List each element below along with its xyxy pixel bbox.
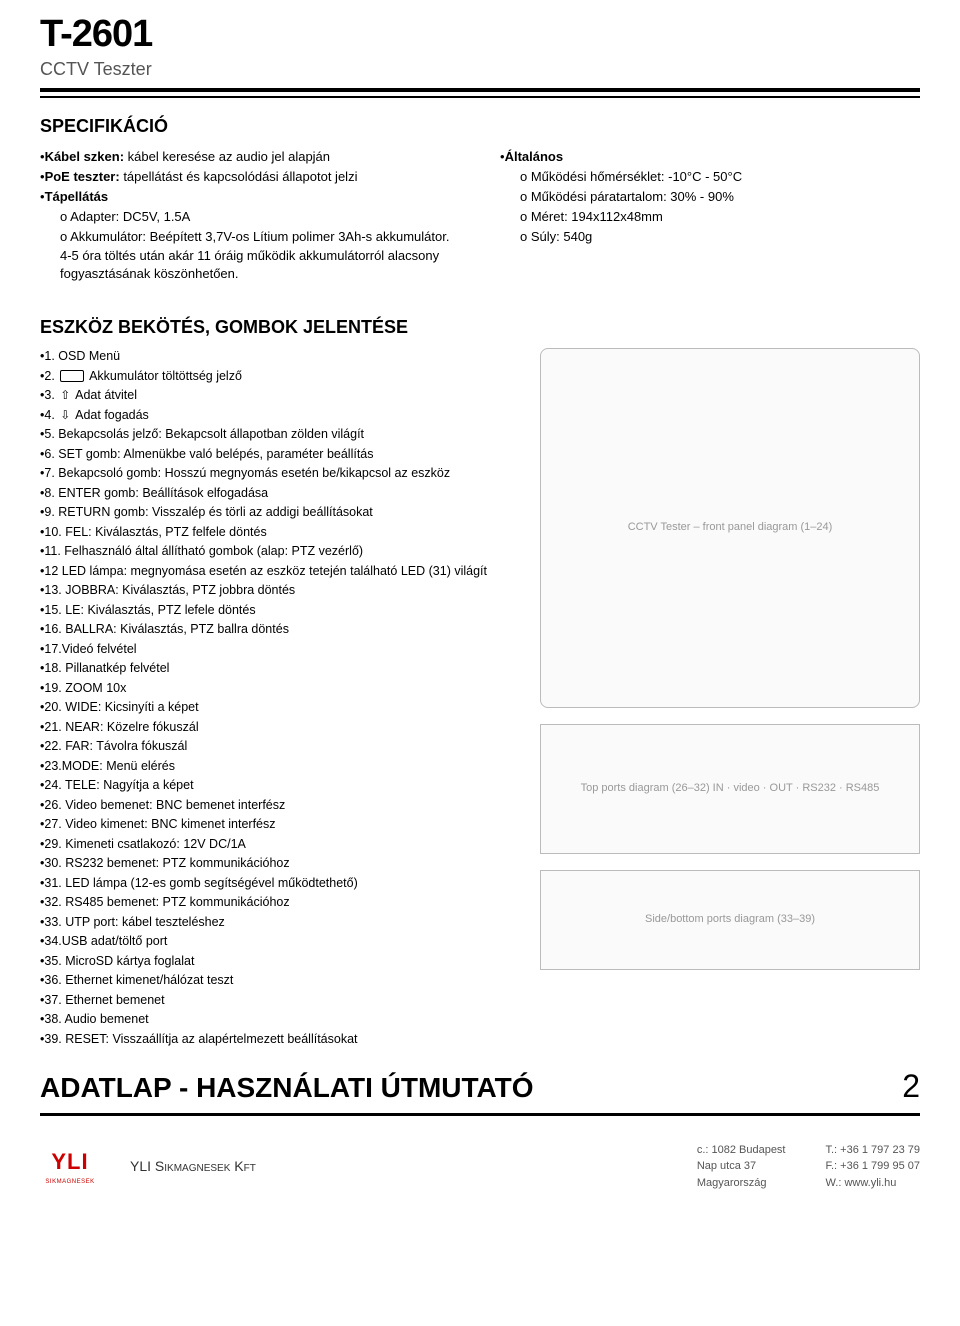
footer-web: W.: www.yli.hu: [826, 1175, 921, 1192]
spec-power: •Tápellátás: [40, 188, 460, 206]
model-number: T-2601: [40, 8, 920, 61]
button-item: •24. TELE: Nagyítja a képet: [40, 777, 520, 795]
button-item: •26. Video bemenet: BNC bemenet interfés…: [40, 797, 520, 815]
spec-adapter: o Adapter: DC5V, 1.5A: [40, 208, 460, 226]
button-item: •27. Video kimenet: BNC kimenet interfés…: [40, 816, 520, 834]
button-item: •9. RETURN gomb: Visszalép és törli az a…: [40, 504, 520, 522]
button-item: •13. JOBBRA: Kiválasztás, PTZ jobbra dön…: [40, 582, 520, 600]
page-number: 2: [902, 1064, 920, 1109]
footer-tel: T.: +36 1 797 23 79: [826, 1142, 921, 1159]
diagram-ports-label: Top ports diagram (26–32) IN · video · O…: [581, 781, 880, 796]
button-item: •4. ⇩ Adat fogadás: [40, 407, 520, 425]
button-item: •20. WIDE: Kicsinyíti a képet: [40, 699, 520, 717]
button-item: •19. ZOOM 10x: [40, 680, 520, 698]
spec-poe-label: PoE teszter:: [45, 169, 120, 184]
spec-power-label: Tápellátás: [45, 189, 109, 204]
addr-line1: c.: 1082 Budapest: [697, 1142, 786, 1159]
button-item: •10. FEL: Kiválasztás, PTZ felfele dönté…: [40, 524, 520, 542]
diagram-area: CCTV Tester – front panel diagram (1–24)…: [540, 348, 920, 1050]
diagram-bottom-label: Side/bottom ports diagram (33–39): [645, 912, 815, 927]
button-item: •18. Pillanatkép felvétel: [40, 660, 520, 678]
spec-general-label: Általános: [505, 149, 564, 164]
button-item: •34.USB adat/töltő port: [40, 933, 520, 951]
button-item: •1. OSD Menü: [40, 348, 520, 366]
product-subtitle: CCTV Teszter: [40, 57, 920, 82]
buttons-title: ESZKÖZ BEKÖTÉS, GOMBOK JELENTÉSE: [40, 315, 920, 340]
logo-subtext: SIKMAGNESEK: [45, 1178, 94, 1186]
spec-col-right: •Általános o Működési hőmérséklet: -10°C…: [500, 148, 920, 285]
spec-poe: •PoE teszter: tápellátást és kapcsolódás…: [40, 168, 460, 186]
addr-line2: Nap utca 37: [697, 1158, 786, 1175]
button-item: •5. Bekapcsolás jelző: Bekapcsolt állapo…: [40, 426, 520, 444]
spec-humidity: o Működési páratartalom: 30% - 90%: [500, 188, 920, 206]
spec-poe-text: tápellátást és kapcsolódási állapotot je…: [120, 169, 358, 184]
button-item: •37. Ethernet bemenet: [40, 992, 520, 1010]
button-item: •8. ENTER gomb: Beállítások elfogadása: [40, 485, 520, 503]
logo-text: YLI: [51, 1147, 88, 1178]
footer-fax: F.: +36 1 799 95 07: [826, 1158, 921, 1175]
button-item: •38. Audio bemenet: [40, 1011, 520, 1029]
button-item: •39. RESET: Visszaállítja az alapértelme…: [40, 1031, 520, 1049]
spec-cable-text: kábel keresése az audio jel alapján: [124, 149, 330, 164]
footer-contact: c.: 1082 Budapest Nap utca 37 Magyarorsz…: [697, 1142, 920, 1192]
buttons-list: •1. OSD Menü •2. Akkumulátor töltöttség j…: [40, 348, 520, 1050]
button-item: •23.MODE: Menü elérés: [40, 758, 520, 776]
spec-size: o Méret: 194x112x48mm: [500, 208, 920, 226]
button-item: •11. Felhasználó által állítható gombok …: [40, 543, 520, 561]
spec-cable: •Kábel szken: kábel keresése az audio je…: [40, 148, 460, 166]
spec-battery: o Akkumulátor: Beépített 3,7V-os Lítium …: [40, 228, 460, 283]
diagram-front-label: CCTV Tester – front panel diagram (1–24): [628, 520, 833, 535]
button-item: •17.Videó felvétel: [40, 641, 520, 659]
button-item: •12 LED lámpa: megnyomása esetén az eszk…: [40, 563, 520, 581]
button-item: •32. RS485 bemenet: PTZ kommunikációhoz: [40, 894, 520, 912]
spec-title: SPECIFIKÁCIÓ: [40, 114, 920, 139]
button-item: •2. Akkumulátor töltöttség jelző: [40, 368, 520, 386]
spec-col-left: •Kábel szken: kábel keresése az audio je…: [40, 148, 460, 285]
spec-columns: •Kábel szken: kábel keresése az audio je…: [40, 148, 920, 285]
button-item: •16. BALLRA: Kiválasztás, PTZ ballra dön…: [40, 621, 520, 639]
rx-icon: ⇩: [60, 407, 70, 424]
page-header: T-2601 CCTV Teszter: [40, 0, 920, 98]
buttons-section: •1. OSD Menü •2. Akkumulátor töltöttség j…: [40, 348, 920, 1050]
logo: YLI SIKMAGNESEK: [40, 1147, 100, 1187]
battery-icon: [60, 370, 84, 382]
footer-address: c.: 1082 Budapest Nap utca 37 Magyarorsz…: [697, 1142, 786, 1192]
button-item: •22. FAR: Távolra fókuszál: [40, 738, 520, 756]
footer-bar: YLI SIKMAGNESEK YLI Sikmagnesek Kft c.: …: [40, 1142, 920, 1192]
button-item: •30. RS232 bemenet: PTZ kommunikációhoz: [40, 855, 520, 873]
spec-weight: o Súly: 540g: [500, 228, 920, 246]
button-item: •29. Kimeneti csatlakozó: 12V DC/1A: [40, 836, 520, 854]
footer-title-row: ADATLAP - HASZNÁLATI ÚTMUTATÓ 2: [40, 1064, 920, 1116]
button-item: •21. NEAR: Közelre fókuszál: [40, 719, 520, 737]
diagram-top-ports: Top ports diagram (26–32) IN · video · O…: [540, 724, 920, 854]
footer-title: ADATLAP - HASZNÁLATI ÚTMUTATÓ: [40, 1068, 534, 1107]
button-item: •35. MicroSD kártya foglalat: [40, 953, 520, 971]
button-item: •15. LE: Kiválasztás, PTZ lefele döntés: [40, 602, 520, 620]
button-item: •36. Ethernet kimenet/hálózat teszt: [40, 972, 520, 990]
spec-general: •Általános: [500, 148, 920, 166]
button-item: •6. SET gomb: Almenükbe való belépés, pa…: [40, 446, 520, 464]
spec-temp: o Működési hőmérséklet: -10°C - 50°C: [500, 168, 920, 186]
button-item: •7. Bekapcsoló gomb: Hosszú megnyomás es…: [40, 465, 520, 483]
button-item: •3. ⇧ Adat átvitel: [40, 387, 520, 405]
company-name: YLI Sikmagnesek Kft: [130, 1157, 256, 1177]
button-item: •33. UTP port: kábel teszteléshez: [40, 914, 520, 932]
diagram-side-ports: Side/bottom ports diagram (33–39): [540, 870, 920, 970]
divider-thick: [40, 88, 920, 92]
tx-icon: ⇧: [60, 387, 70, 404]
diagram-front-panel: CCTV Tester – front panel diagram (1–24): [540, 348, 920, 708]
addr-line3: Magyarország: [697, 1175, 786, 1192]
footer-phone-web: T.: +36 1 797 23 79 F.: +36 1 799 95 07 …: [826, 1142, 921, 1192]
button-item: •31. LED lámpa (12-es gomb segítségével …: [40, 875, 520, 893]
spec-cable-label: Kábel szken:: [45, 149, 124, 164]
divider-thin: [40, 96, 920, 98]
